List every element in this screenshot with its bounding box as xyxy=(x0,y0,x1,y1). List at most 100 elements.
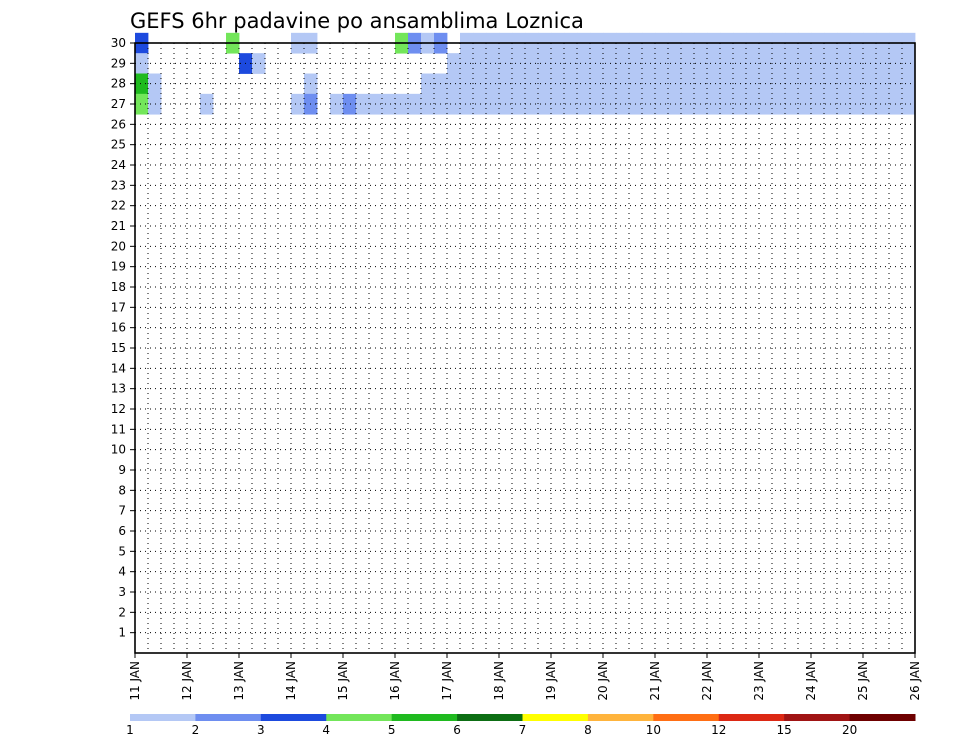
colorbar-swatch xyxy=(326,714,393,721)
cell-r27-c19 xyxy=(382,93,396,115)
cell-r29-c59 xyxy=(902,53,916,74)
x-tick-label: 19 JAN xyxy=(544,661,558,701)
cell-r28-c29 xyxy=(512,73,526,95)
cell-r28-c51 xyxy=(798,73,812,95)
y-tick-label: 26 xyxy=(111,117,126,131)
cell-r28-c59 xyxy=(902,73,916,95)
cell-r27-c59 xyxy=(902,93,916,115)
cell-r29-c36 xyxy=(603,53,617,74)
colorbar-label: 3 xyxy=(257,723,265,737)
cell-r29-c29 xyxy=(512,53,526,74)
y-tick-label: 12 xyxy=(111,402,126,416)
colorbar-label: 6 xyxy=(453,723,461,737)
colorbar-label: 7 xyxy=(519,723,527,737)
cell-r28-c26 xyxy=(473,73,487,95)
cell-r28-c24 xyxy=(447,73,461,95)
x-tick-label: 17 JAN xyxy=(440,661,454,701)
cell-r28-c41 xyxy=(668,73,682,95)
cell-r27-c40 xyxy=(655,93,669,115)
cell-r28-c36 xyxy=(603,73,617,95)
cell-r27-c42 xyxy=(681,93,695,115)
cell-r28-c1 xyxy=(148,73,162,95)
cell-r27-c37 xyxy=(616,93,630,115)
x-tick-label: 14 JAN xyxy=(284,661,298,701)
colorbar-label: 1 xyxy=(126,723,134,737)
cell-r29-c56 xyxy=(863,53,877,74)
cell-r27-c41 xyxy=(668,93,682,115)
y-tick-label: 2 xyxy=(118,605,126,619)
cell-r27-c57 xyxy=(876,93,890,115)
cell-r27-c55 xyxy=(850,93,864,115)
cell-r28-c57 xyxy=(876,73,890,95)
cell-r27-c39 xyxy=(642,93,656,115)
cell-r29-c39 xyxy=(642,53,656,74)
y-tick-label: 29 xyxy=(111,56,126,70)
cell-r29-c0 xyxy=(135,53,149,74)
cell-r27-c51 xyxy=(798,93,812,115)
x-tick-label: 20 JAN xyxy=(596,661,610,701)
x-tick-label: 26 JAN xyxy=(908,661,922,701)
cell-r27-c25 xyxy=(460,93,474,115)
cell-r27-c52 xyxy=(811,93,825,115)
cell-r27-c22 xyxy=(421,93,435,115)
cell-r29-c9 xyxy=(252,53,266,74)
cell-r28-c54 xyxy=(837,73,851,95)
cell-r29-c31 xyxy=(538,53,552,74)
cell-r29-c24 xyxy=(447,53,461,74)
y-tick-label: 22 xyxy=(111,199,126,213)
cell-r27-c49 xyxy=(772,93,786,115)
y-tick-label: 24 xyxy=(111,158,126,172)
cell-r29-c46 xyxy=(733,53,747,74)
x-tick-label: 15 JAN xyxy=(336,661,350,701)
cell-r28-c55 xyxy=(850,73,864,95)
cell-r29-c42 xyxy=(681,53,695,74)
cell-r29-c34 xyxy=(577,53,591,74)
cell-r28-c35 xyxy=(590,73,604,95)
y-tick-label: 15 xyxy=(111,341,126,355)
cell-r27-c26 xyxy=(473,93,487,115)
x-tick-label: 21 JAN xyxy=(648,661,662,701)
colorbar-swatch xyxy=(130,714,196,721)
cell-r29-c57 xyxy=(876,53,890,74)
cell-r29-c37 xyxy=(616,53,630,74)
colorbar-label: 15 xyxy=(777,723,792,737)
x-tick-label: 25 JAN xyxy=(856,661,870,701)
cell-r28-c30 xyxy=(525,73,539,95)
colorbar-swatch xyxy=(457,714,523,721)
cell-r29-c40 xyxy=(655,53,669,74)
cell-r28-c52 xyxy=(811,73,825,95)
colorbar-swatch xyxy=(195,714,262,721)
cell-r27-c20 xyxy=(395,93,409,115)
y-tick-label: 11 xyxy=(111,422,126,436)
colorbar-swatch xyxy=(391,714,458,721)
colorbar-label: 8 xyxy=(584,723,592,737)
cell-r27-c29 xyxy=(512,93,526,115)
y-tick-label: 4 xyxy=(118,565,126,579)
cell-r27-c15 xyxy=(330,93,344,115)
cell-r28-c44 xyxy=(707,73,721,95)
y-tick-label: 8 xyxy=(118,483,126,497)
cell-r28-c39 xyxy=(642,73,656,95)
colorbar-swatch xyxy=(587,714,654,721)
cell-r27-c44 xyxy=(707,93,721,115)
y-tick-label: 20 xyxy=(111,239,126,253)
cell-r28-c22 xyxy=(421,73,435,95)
cell-r29-c25 xyxy=(460,53,474,74)
cell-r27-c24 xyxy=(447,93,461,115)
cell-r29-c54 xyxy=(837,53,851,74)
cell-r28-c45 xyxy=(720,73,734,95)
cell-r28-c46 xyxy=(733,73,747,95)
cell-r29-c26 xyxy=(473,53,487,74)
x-axis: 11 JAN 12 JAN 13 JAN 14 JAN 15 JAN 16 JAN 17 J… xyxy=(128,653,922,701)
cell-r27-c17 xyxy=(356,93,370,115)
y-tick-label: 10 xyxy=(111,443,126,457)
cell-r27-c36 xyxy=(603,93,617,115)
cell-r29-c44 xyxy=(707,53,721,74)
cell-r28-c32 xyxy=(551,73,565,95)
y-tick-label: 1 xyxy=(118,626,126,640)
cell-r28-c37 xyxy=(616,73,630,95)
y-tick-label: 5 xyxy=(118,544,126,558)
cell-r27-c46 xyxy=(733,93,747,115)
x-tick-label: 24 JAN xyxy=(804,661,818,701)
